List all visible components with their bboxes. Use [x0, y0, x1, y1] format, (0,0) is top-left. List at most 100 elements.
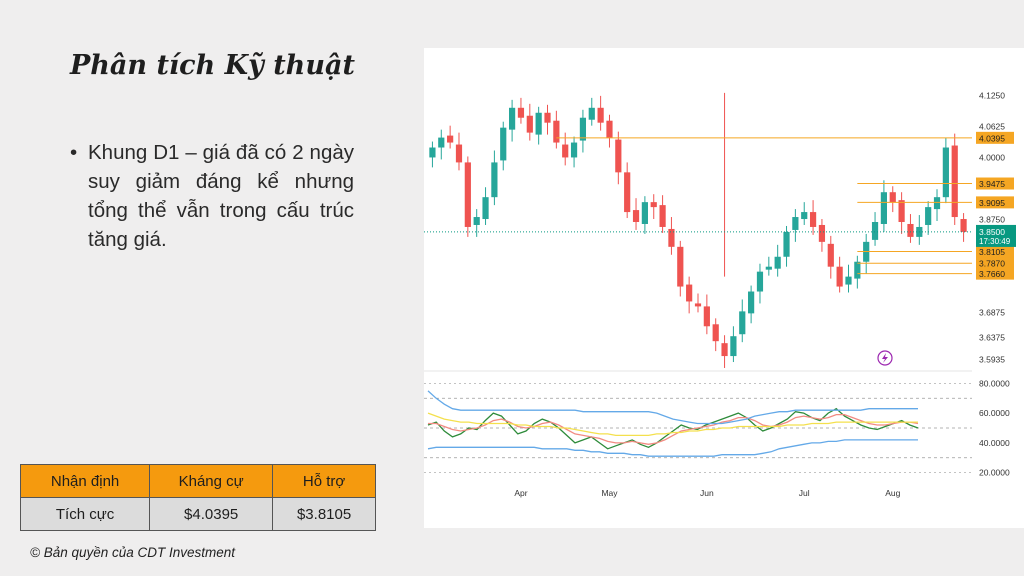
candle: [641, 196, 648, 234]
time-tick-label: Jun: [700, 488, 714, 498]
bullet-text: Khung D1 – giá đã có 2 ngày suy giảm đán…: [88, 141, 354, 251]
header-support: Hỗ trợ: [272, 464, 376, 498]
candle: [455, 132, 463, 171]
candle: [933, 189, 941, 222]
candle-body: [641, 202, 648, 224]
candle: [429, 141, 436, 168]
candle-body: [703, 306, 710, 327]
candle-body: [455, 144, 463, 163]
resistance-value: $4.0395: [149, 497, 274, 531]
level-label-box: [976, 245, 1014, 258]
candle: [801, 202, 808, 225]
candle-body: [588, 107, 595, 120]
candle-body: [925, 207, 932, 225]
candle-body: [447, 135, 454, 143]
candle-body: [960, 219, 967, 232]
candle-body: [756, 271, 764, 292]
candle-body: [500, 127, 507, 161]
level-label: 3.7870: [979, 259, 1005, 269]
candle: [544, 104, 551, 135]
candle: [447, 125, 454, 149]
candle-body: [907, 223, 914, 237]
candle-body: [765, 266, 772, 270]
candle: [863, 233, 870, 274]
candle-body: [509, 107, 516, 130]
candle: [836, 256, 843, 293]
candle: [597, 95, 604, 131]
candle: [818, 219, 826, 252]
candle-body: [774, 256, 781, 269]
candle-body: [517, 107, 525, 118]
candle: [925, 201, 932, 235]
candle-body: [712, 324, 719, 342]
time-tick-label: Apr: [514, 488, 527, 498]
oscillator-series-line: [427, 390, 918, 425]
candle: [889, 186, 896, 213]
candle: [464, 156, 471, 237]
candle-body: [854, 261, 861, 279]
candle-body: [677, 246, 684, 287]
candle-body: [562, 144, 569, 158]
bullet-dot: •: [70, 141, 78, 164]
time-axis: Apr May Jun Jul Aug: [514, 488, 900, 498]
candle: [730, 326, 737, 363]
header-resistance: Kháng cự: [149, 464, 274, 498]
candle: [624, 162, 631, 219]
level-label-box: [976, 257, 1014, 270]
candle-body: [942, 147, 949, 198]
candle: [809, 200, 817, 235]
page-title: Phân tích Kỹ thuật: [70, 50, 355, 81]
header-assessment: Nhận định: [19, 464, 151, 498]
candle: [748, 285, 755, 324]
oscillator-tick-label: 20.0000: [979, 468, 1010, 478]
candle: [491, 150, 498, 206]
candles-layer: [429, 92, 967, 368]
summary-table: Nhận định Kháng cự Hỗ trợ Tích cực $4.03…: [19, 464, 376, 531]
support-value: $3.8105: [272, 497, 376, 531]
current-price-label: 3.8500: [979, 227, 1005, 237]
candle: [500, 121, 507, 171]
price-tick-label: 4.1250: [979, 90, 1005, 100]
candle-body: [880, 192, 887, 224]
candle: [880, 180, 887, 232]
candle: [942, 137, 949, 204]
candle-body: [482, 197, 489, 220]
candle-body: [438, 137, 445, 148]
candle-body: [570, 142, 578, 158]
candle: [756, 263, 764, 304]
price-axis: 4.1250 4.0625 4.0000 3.8750 3.6875 3.6375 3.59…: [979, 90, 1005, 364]
oscillator-series-line: [428, 413, 919, 445]
candle-body: [544, 112, 551, 123]
candle-body: [615, 139, 622, 173]
candle-body: [624, 172, 631, 213]
candle-body: [739, 311, 746, 335]
current-price-box: [976, 224, 1016, 247]
price-tick-label: 4.0000: [979, 152, 1005, 162]
candle-body: [686, 284, 693, 302]
oscillator-series-line: [427, 412, 918, 437]
candle: [774, 244, 781, 277]
candle-body: [801, 212, 808, 220]
candle: [694, 293, 702, 313]
candle: [606, 114, 613, 148]
candle: [526, 103, 533, 141]
candle: [509, 99, 516, 142]
candle-body: [730, 336, 737, 357]
candle-body: [579, 117, 587, 141]
oscillator-series-line: [427, 407, 919, 450]
candle-body: [650, 202, 657, 208]
oscillator-tick-label: 80.0000: [979, 378, 1010, 388]
candle-body: [721, 343, 728, 357]
price-tick-label: 3.5935: [979, 354, 1005, 364]
candle-body: [694, 303, 702, 307]
candle: [898, 192, 905, 234]
level-label: 3.7660: [979, 269, 1005, 279]
oscillator-layer: 80.0000 60.0000 40.0000 20.0000: [424, 378, 1010, 478]
lightning-icon[interactable]: [877, 350, 893, 366]
candle-body: [668, 228, 675, 247]
time-tick-label: Jul: [799, 488, 810, 498]
analysis-bullet: • Khung D1 – giá đã có 2 ngày suy giảm đ…: [70, 138, 354, 254]
assessment-value: Tích cực: [19, 497, 151, 531]
